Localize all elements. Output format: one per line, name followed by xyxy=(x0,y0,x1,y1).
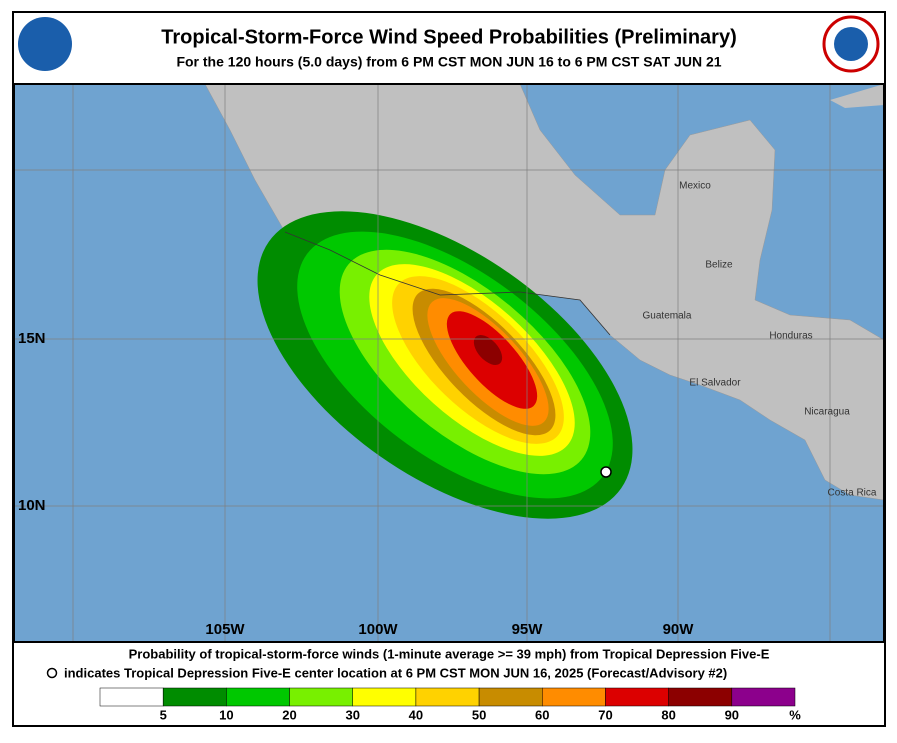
lat-label: 15N xyxy=(18,330,46,347)
legend-tick-label: 70 xyxy=(598,707,612,722)
lon-label: 90W xyxy=(663,621,695,638)
storm-center xyxy=(600,466,612,478)
footer-line1: Probability of tropical-storm-force wind… xyxy=(129,646,770,661)
legend: 5 10 20 30 40 50 60 70 80 90% xyxy=(99,687,801,722)
legend-tick-label: 60 xyxy=(535,707,549,722)
probability-swath xyxy=(257,211,633,519)
legend-tick-label: 50 xyxy=(472,707,486,722)
place-label: Costa Rica xyxy=(828,488,877,499)
legend-swatch xyxy=(226,687,290,707)
center-icon xyxy=(46,667,58,679)
coastline xyxy=(284,231,611,336)
map-border xyxy=(13,83,885,643)
legend-tick-label: 30 xyxy=(345,707,359,722)
place-label: Honduras xyxy=(769,331,812,342)
legend-swatch xyxy=(605,687,669,707)
legend-tick-label: 90 xyxy=(725,707,739,722)
legend-tick-label: 5 xyxy=(160,707,167,722)
legend-swatch xyxy=(289,687,353,707)
place-label: Nicaragua xyxy=(804,407,850,418)
land xyxy=(830,84,884,108)
grid xyxy=(14,84,884,642)
legend-swatch xyxy=(415,687,480,707)
legend-tick-label: 40 xyxy=(409,707,423,722)
lon-label: 95W xyxy=(512,621,544,638)
place-label: El Salvador xyxy=(689,378,741,389)
place-label: Guatemala xyxy=(643,311,692,322)
legend-tick-label: 20 xyxy=(282,707,296,722)
map: Mexico Belize Guatemala Honduras El Salv… xyxy=(13,83,885,643)
legend-swatch xyxy=(162,687,227,707)
legend-swatch xyxy=(731,687,796,707)
lat-label: 10N xyxy=(18,497,46,514)
legend-swatch xyxy=(99,687,164,707)
footer-line2: indicates Tropical Depression Five-E cen… xyxy=(64,665,727,680)
swath-80 xyxy=(473,335,503,365)
legend-swatch xyxy=(542,687,606,707)
legend-swatch xyxy=(668,687,733,707)
noaa-logo xyxy=(18,17,72,71)
legend-swatch xyxy=(352,687,417,707)
subtitle: For the 120 hours (5.0 days) from 6 PM C… xyxy=(176,54,721,70)
title: Tropical-Storm-Force Wind Speed Probabil… xyxy=(161,26,737,48)
lon-label: 100W xyxy=(358,621,398,638)
lon-label: 105W xyxy=(205,621,245,638)
place-label: Mexico xyxy=(679,181,711,192)
place-label: Belize xyxy=(705,260,733,271)
legend-unit: % xyxy=(789,707,801,722)
nws-logo-inner xyxy=(834,27,868,61)
legend-tick-label: 80 xyxy=(661,707,675,722)
legend-tick-label: 10 xyxy=(219,707,233,722)
legend-swatch xyxy=(478,687,543,707)
